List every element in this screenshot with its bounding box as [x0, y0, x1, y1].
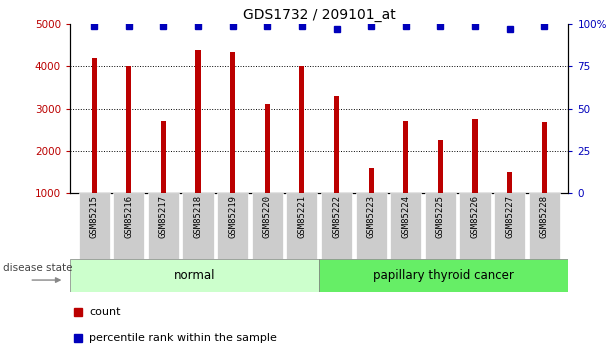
FancyBboxPatch shape [148, 193, 179, 259]
Bar [368, 168, 374, 193]
Bar [542, 122, 547, 193]
Title: GDS1732 / 209101_at: GDS1732 / 209101_at [243, 8, 396, 22]
FancyBboxPatch shape [321, 193, 352, 259]
FancyBboxPatch shape [390, 193, 421, 259]
Text: GSM85224: GSM85224 [401, 195, 410, 238]
Text: GSM85220: GSM85220 [263, 195, 272, 238]
Bar [507, 172, 512, 193]
Text: GSM85222: GSM85222 [332, 195, 341, 238]
Text: GSM85223: GSM85223 [367, 195, 376, 238]
Text: GSM85221: GSM85221 [297, 195, 306, 238]
Text: GSM85219: GSM85219 [228, 195, 237, 238]
Bar [264, 105, 270, 193]
Bar [161, 121, 166, 193]
Text: disease state: disease state [4, 263, 73, 273]
FancyBboxPatch shape [182, 193, 213, 259]
FancyBboxPatch shape [286, 193, 317, 259]
Bar [92, 58, 97, 193]
Text: GSM85215: GSM85215 [89, 195, 98, 238]
Text: count: count [89, 307, 120, 317]
Text: normal: normal [174, 269, 215, 282]
FancyBboxPatch shape [113, 193, 144, 259]
Text: GSM85225: GSM85225 [436, 195, 445, 238]
FancyBboxPatch shape [356, 193, 387, 259]
Bar [195, 49, 201, 193]
Bar [126, 66, 131, 193]
FancyBboxPatch shape [460, 193, 491, 259]
Text: GSM85216: GSM85216 [124, 195, 133, 238]
FancyBboxPatch shape [252, 193, 283, 259]
Text: GSM85227: GSM85227 [505, 195, 514, 238]
FancyBboxPatch shape [425, 193, 456, 259]
FancyBboxPatch shape [217, 193, 248, 259]
Bar [299, 66, 305, 193]
FancyBboxPatch shape [319, 259, 568, 292]
Text: GSM85228: GSM85228 [540, 195, 549, 238]
Bar [472, 119, 478, 193]
Text: percentile rank within the sample: percentile rank within the sample [89, 333, 277, 343]
Bar [334, 96, 339, 193]
Bar [403, 121, 409, 193]
Text: GSM85217: GSM85217 [159, 195, 168, 238]
Text: papillary thyroid cancer: papillary thyroid cancer [373, 269, 514, 282]
Bar [230, 52, 235, 193]
Text: GSM85218: GSM85218 [193, 195, 202, 238]
FancyBboxPatch shape [78, 193, 109, 259]
FancyBboxPatch shape [70, 259, 319, 292]
FancyBboxPatch shape [494, 193, 525, 259]
Text: GSM85226: GSM85226 [471, 195, 480, 238]
Bar [438, 140, 443, 193]
FancyBboxPatch shape [529, 193, 560, 259]
